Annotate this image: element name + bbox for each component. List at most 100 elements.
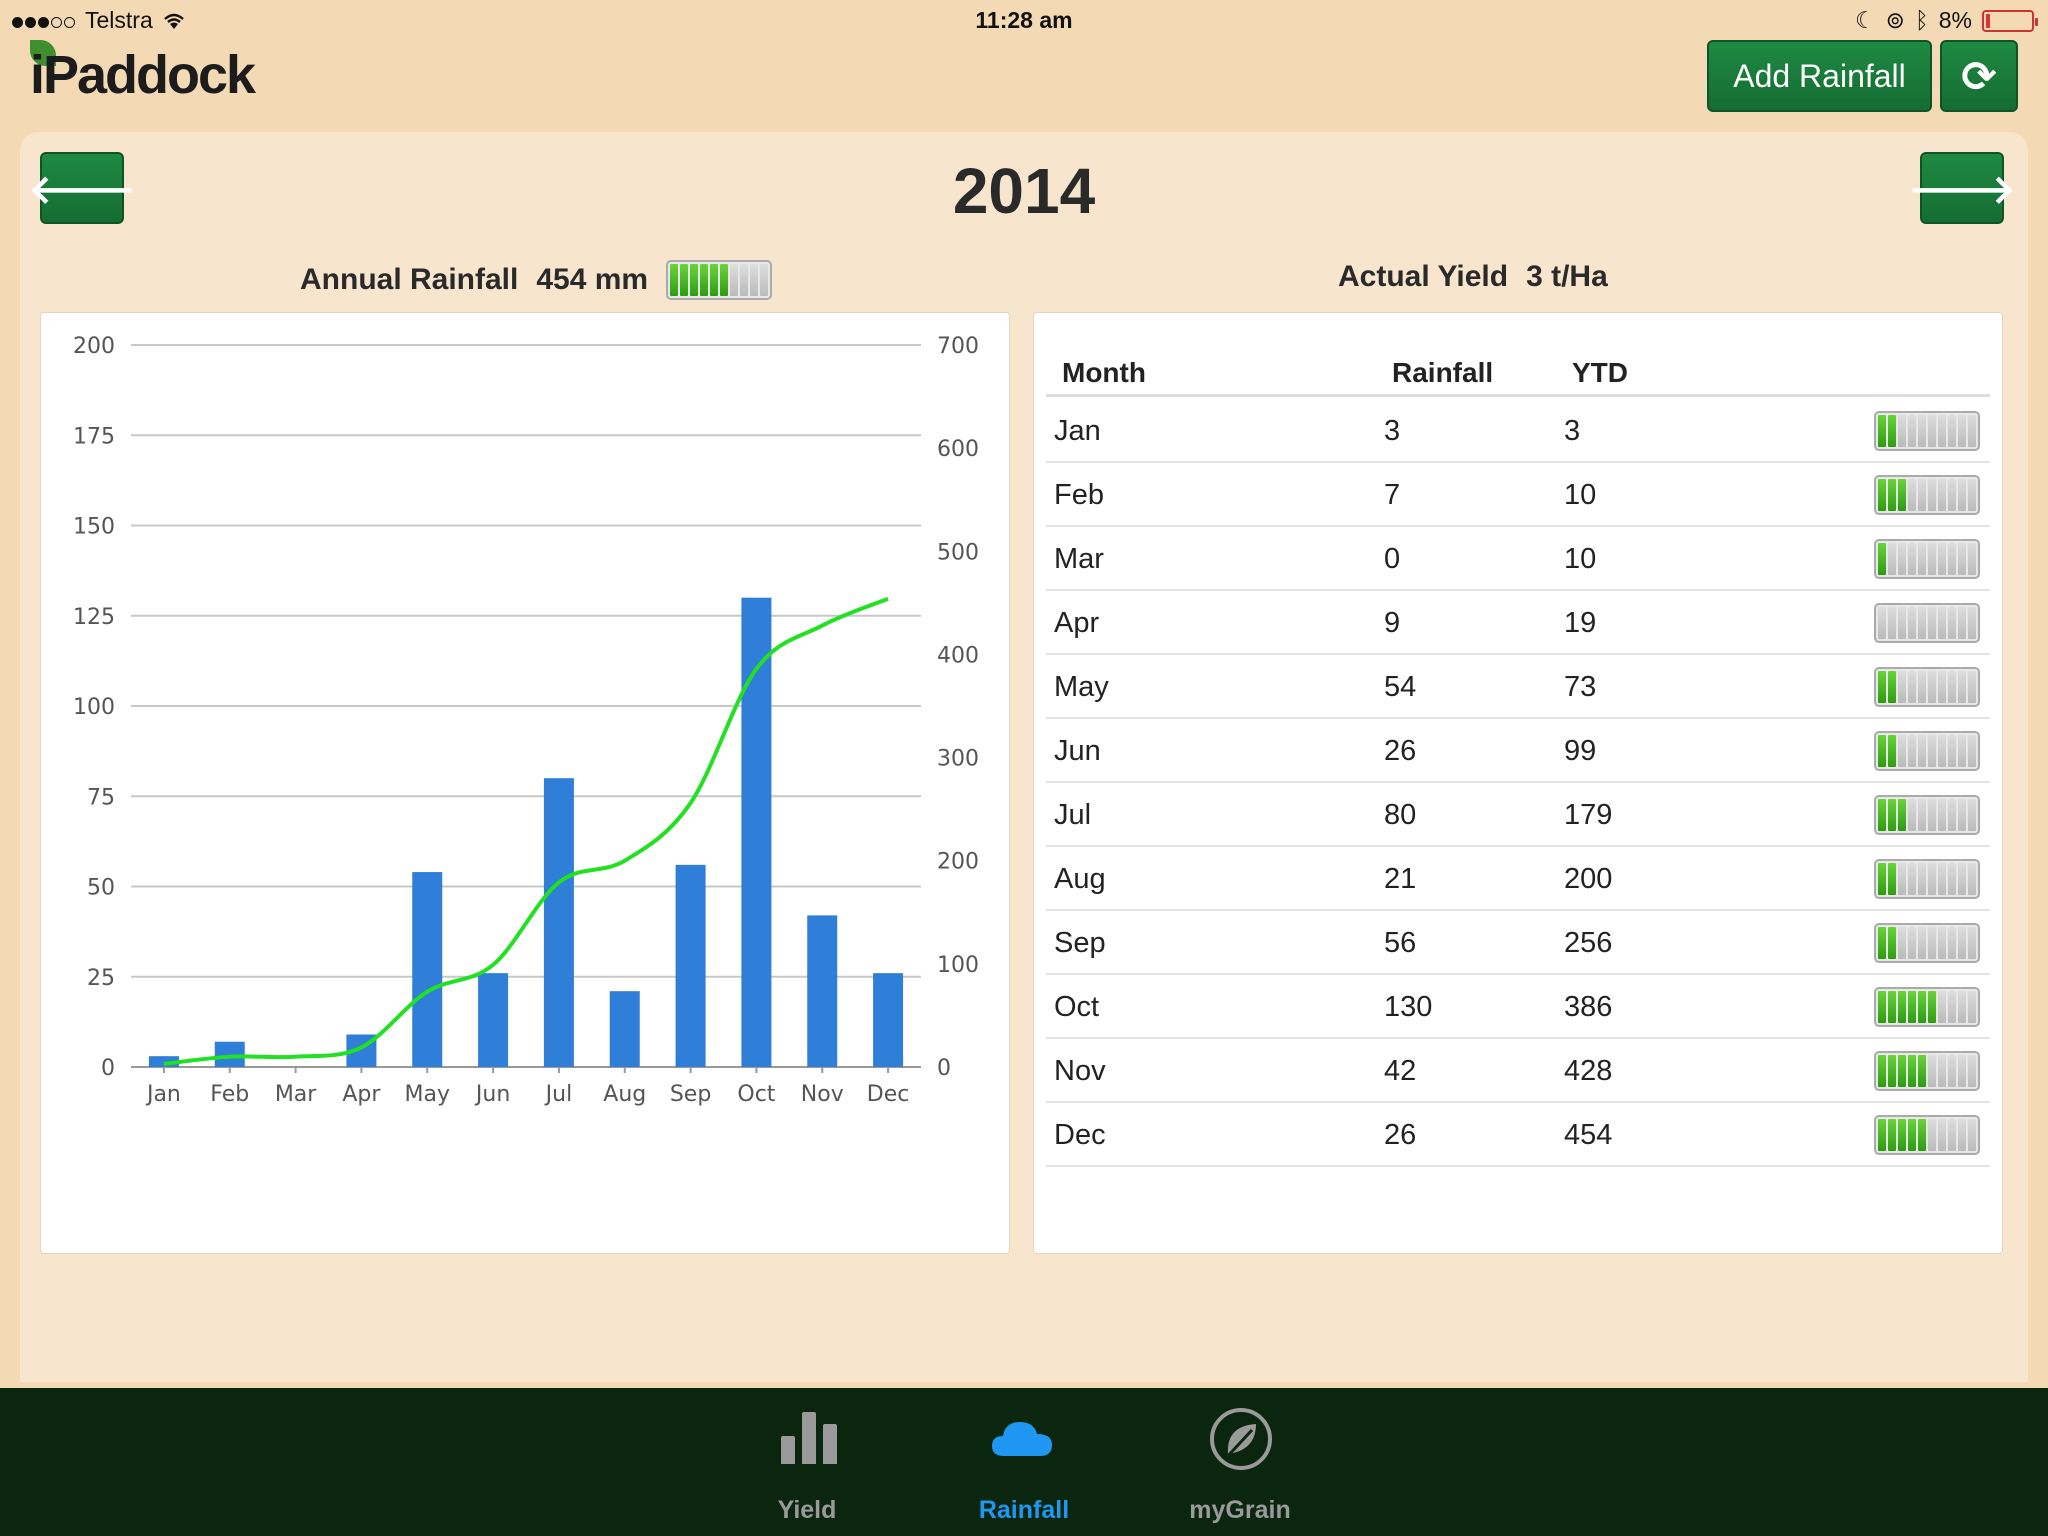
x-tick-label: Feb [210, 1082, 249, 1107]
gauge-segment [1898, 863, 1906, 895]
cell-month: May [1054, 671, 1109, 703]
gauge-segment [1948, 671, 1956, 703]
gauge-segment [1878, 863, 1886, 895]
next-year-button[interactable]: 🡒 [1908, 152, 2016, 224]
annual-rainfall-gauge [666, 260, 773, 300]
table-row: Nov 42 428 [1046, 1039, 1990, 1103]
gauge-segment [1898, 1119, 1906, 1151]
gauge-segment [1888, 799, 1896, 831]
gauge-segment [1888, 1119, 1896, 1151]
gauge-segment [1898, 479, 1906, 511]
cell-rainfall: 9 [1384, 607, 1401, 639]
cell-rainfall: 0 [1384, 543, 1401, 575]
gauge-segment [1968, 735, 1976, 767]
refresh-icon: ⟳ [1961, 52, 1997, 100]
signal-icon [12, 7, 77, 34]
row-gauge [1874, 731, 1980, 771]
table-row: Sep 56 256 [1046, 911, 1990, 975]
gauge-segment [1948, 735, 1956, 767]
gauge-segment [690, 264, 699, 296]
gauge-segment [1928, 671, 1936, 703]
gauge-segment [1938, 927, 1946, 959]
table-row: Apr 9 19 [1046, 591, 1990, 655]
gauge-segment [720, 264, 729, 296]
x-tick-label: Jun [474, 1082, 510, 1107]
gauge-segment [1948, 415, 1956, 447]
status-time: 11:28 am [975, 7, 1073, 33]
gauge-segment [1908, 607, 1916, 639]
gauge-segment [1968, 991, 1976, 1023]
actual-yield-value: 3 t/Ha [1526, 260, 1608, 293]
y-right-tick-label: 400 [937, 643, 979, 668]
wifi-icon [163, 13, 184, 29]
cell-rainfall: 3 [1384, 415, 1401, 447]
table-row: Feb 7 10 [1046, 463, 1990, 527]
row-gauge [1874, 475, 1980, 515]
cell-ytd: 454 [1564, 1119, 1613, 1151]
header-month: Month [1062, 357, 1146, 388]
gauge-segment [1958, 991, 1966, 1023]
gauge-segment [1938, 671, 1946, 703]
gauge-segment [1878, 799, 1886, 831]
moon-icon: ☾ [1855, 7, 1876, 33]
gauge-segment [1898, 607, 1906, 639]
gauge-segment [1948, 543, 1956, 575]
y-right-tick-label: 300 [937, 747, 979, 772]
gauge-segment [1918, 1119, 1926, 1151]
row-gauge [1874, 411, 1980, 451]
refresh-button[interactable]: ⟳ [1940, 40, 2018, 112]
cell-month: Sep [1054, 927, 1106, 959]
y-left-tick-label: 25 [87, 966, 115, 991]
gauge-segment [1948, 479, 1956, 511]
gauge-segment [1878, 1055, 1886, 1087]
y-right-tick-label: 100 [937, 953, 979, 978]
add-rainfall-button[interactable]: Add Rainfall [1707, 40, 1932, 112]
cell-rainfall: 42 [1384, 1055, 1417, 1087]
gauge-segment [1908, 1055, 1916, 1087]
cell-ytd: 10 [1564, 543, 1597, 575]
gauge-segment [1878, 991, 1886, 1023]
gauge-segment [1938, 415, 1946, 447]
gauge-segment [1878, 479, 1886, 511]
gauge-segment [1948, 863, 1956, 895]
y-left-tick-label: 50 [87, 876, 115, 901]
gauge-segment [1908, 799, 1916, 831]
gauge-segment [1888, 735, 1896, 767]
year-title: 2014 [952, 155, 1096, 227]
x-tick-label: May [405, 1082, 450, 1107]
gauge-segment [1958, 1055, 1966, 1087]
gauge-segment [1908, 543, 1916, 575]
gauge-segment [1898, 799, 1906, 831]
row-gauge [1874, 859, 1980, 899]
previous-year-button[interactable]: 🡐 [28, 152, 136, 224]
gauge-segment [1888, 543, 1896, 575]
gauge-segment [1888, 415, 1896, 447]
gauge-segment [1918, 863, 1926, 895]
ytd-rainfall-line [163, 596, 889, 1066]
row-gauge [1874, 539, 1980, 579]
arrow-right-icon: 🡒 [1908, 167, 2016, 212]
gauge-segment [1888, 1055, 1896, 1087]
gauge-segment [1938, 991, 1946, 1023]
gauge-segment [1968, 607, 1976, 639]
x-tick-label: Jul [544, 1082, 573, 1107]
gauge-segment [1898, 991, 1906, 1023]
row-gauge [1874, 795, 1980, 835]
gauge-segment [1918, 1055, 1926, 1087]
cell-ytd: 428 [1564, 1055, 1613, 1087]
table-row: Oct 130 386 [1046, 975, 1990, 1039]
gauge-segment [1958, 1119, 1966, 1151]
cell-rainfall: 26 [1384, 1119, 1417, 1151]
status-right: ☾ ⊚ ᛒ 8% [1855, 7, 2038, 34]
bar-jul [543, 778, 574, 1067]
gauge-segment [1918, 671, 1926, 703]
gauge-segment [1938, 607, 1946, 639]
table-header: Month Rainfall YTD [1046, 335, 1990, 397]
gauge-segment [1968, 799, 1976, 831]
battery-icon [1982, 9, 2038, 32]
cell-month: Jun [1054, 735, 1101, 767]
carrier-name: Telstra [85, 7, 153, 33]
gauge-segment [1958, 799, 1966, 831]
bar-feb [214, 1041, 245, 1067]
y-right-tick-label: 600 [937, 437, 979, 462]
